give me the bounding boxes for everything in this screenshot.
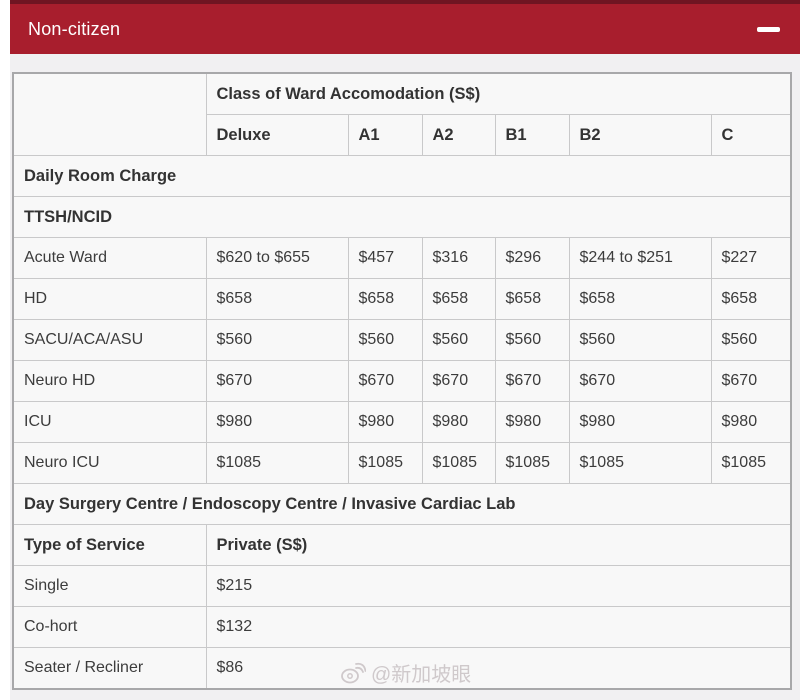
page-container: Non-citizen Class of Ward Accomodation (… bbox=[10, 0, 800, 700]
table-row: Neuro ICU $1085 $1085 $1085 $1085 $1085 $1085 bbox=[12, 442, 792, 484]
price-cell: $457 bbox=[347, 237, 423, 279]
row-label-cell: Single bbox=[12, 565, 207, 607]
section-header-cell: Daily Room Charge bbox=[12, 155, 792, 197]
price-cell: $560 bbox=[421, 319, 496, 361]
price-cell: $296 bbox=[494, 237, 570, 279]
column-header-cell: Private (S$) bbox=[205, 524, 792, 566]
column-header-cell: B2 bbox=[568, 114, 712, 156]
price-cell: $316 bbox=[421, 237, 496, 279]
table-row: HD $658 $658 $658 $658 $658 $658 bbox=[12, 278, 792, 320]
table-container: Class of Ward Accomodation (S$) Deluxe A1 A… bbox=[10, 54, 800, 690]
price-cell: $1085 bbox=[421, 442, 496, 484]
row-label-cell: Neuro HD bbox=[12, 360, 207, 402]
price-cell: $560 bbox=[568, 319, 712, 361]
column-header-cell bbox=[12, 72, 207, 156]
ward-charges-table: Class of Ward Accomodation (S$) Deluxe A1 A… bbox=[12, 72, 793, 690]
minus-collapse-icon[interactable] bbox=[757, 26, 780, 32]
price-cell: $670 bbox=[347, 360, 423, 402]
price-cell: $658 bbox=[568, 278, 712, 320]
row-label-cell: Co-hort bbox=[12, 606, 207, 648]
price-cell: $1085 bbox=[347, 442, 423, 484]
table-row: Daily Room Charge bbox=[12, 155, 792, 197]
price-cell: $670 bbox=[421, 360, 496, 402]
table-row: TTSH/NCID bbox=[12, 196, 792, 238]
column-header-cell: C bbox=[710, 114, 792, 156]
table-row: Single $215 bbox=[12, 565, 792, 607]
price-cell: $658 bbox=[347, 278, 423, 320]
section-header-cell: TTSH/NCID bbox=[12, 196, 792, 238]
row-label-cell: Neuro ICU bbox=[12, 442, 207, 484]
price-cell: $560 bbox=[347, 319, 423, 361]
price-cell: $658 bbox=[205, 278, 349, 320]
price-cell: $215 bbox=[205, 565, 792, 607]
table-row: Type of Service Private (S$) bbox=[12, 524, 792, 566]
table-row: Neuro HD $670 $670 $670 $670 $670 $670 bbox=[12, 360, 792, 402]
price-cell: $658 bbox=[494, 278, 570, 320]
price-cell: $620 to $655 bbox=[205, 237, 349, 279]
price-cell: $1085 bbox=[205, 442, 349, 484]
price-cell: $980 bbox=[494, 401, 570, 443]
price-cell: $560 bbox=[710, 319, 792, 361]
accordion-title: Non-citizen bbox=[28, 18, 121, 39]
column-header-cell: B1 bbox=[494, 114, 570, 156]
section-header-cell: Day Surgery Centre / Endoscopy Centre / … bbox=[12, 483, 792, 525]
table-row: Day Surgery Centre / Endoscopy Centre / … bbox=[12, 483, 792, 525]
price-cell: $560 bbox=[205, 319, 349, 361]
price-cell: $980 bbox=[568, 401, 712, 443]
price-cell: $658 bbox=[421, 278, 496, 320]
column-header-cell: Class of Ward Accomodation (S$) bbox=[205, 72, 792, 115]
table-row: SACU/ACA/ASU $560 $560 $560 $560 $560 $560 bbox=[12, 319, 792, 361]
price-cell: $658 bbox=[710, 278, 792, 320]
row-label-cell: SACU/ACA/ASU bbox=[12, 319, 207, 361]
row-label-cell: HD bbox=[12, 278, 207, 320]
row-label-cell: Acute Ward bbox=[12, 237, 207, 279]
price-cell: $670 bbox=[710, 360, 792, 402]
price-cell: $670 bbox=[494, 360, 570, 402]
price-cell: $86 bbox=[205, 647, 792, 690]
price-cell: $980 bbox=[421, 401, 496, 443]
column-header-cell: A1 bbox=[347, 114, 423, 156]
price-cell: $980 bbox=[710, 401, 792, 443]
column-header-cell: Deluxe bbox=[205, 114, 349, 156]
price-cell: $132 bbox=[205, 606, 792, 648]
row-label-cell: ICU bbox=[12, 401, 207, 443]
column-header-cell: Type of Service bbox=[12, 524, 207, 566]
price-cell: $670 bbox=[568, 360, 712, 402]
table-row: Seater / Recliner $86 bbox=[12, 647, 792, 690]
price-cell: $244 to $251 bbox=[568, 237, 712, 279]
price-cell: $560 bbox=[494, 319, 570, 361]
table-row: Acute Ward $620 to $655 $457 $316 $296 $244 t… bbox=[12, 237, 792, 279]
price-cell: $1085 bbox=[710, 442, 792, 484]
column-header-cell: A2 bbox=[421, 114, 496, 156]
table-row: ICU $980 $980 $980 $980 $980 $980 bbox=[12, 401, 792, 443]
table-row: Deluxe A1 A2 B1 B2 C bbox=[13, 114, 792, 156]
price-cell: $980 bbox=[205, 401, 349, 443]
price-cell: $227 bbox=[710, 237, 792, 279]
accordion-header-non-citizen[interactable]: Non-citizen bbox=[10, 0, 800, 54]
row-label-cell: Seater / Recliner bbox=[12, 647, 207, 690]
table-row: Co-hort $132 bbox=[12, 606, 792, 648]
table-row: Class of Ward Accomodation (S$) bbox=[12, 72, 792, 156]
price-cell: $980 bbox=[347, 401, 423, 443]
price-cell: $1085 bbox=[568, 442, 712, 484]
price-cell: $670 bbox=[205, 360, 349, 402]
charges-table-body: Class of Ward Accomodation (S$) Deluxe A1 A… bbox=[12, 72, 792, 690]
price-cell: $1085 bbox=[494, 442, 570, 484]
